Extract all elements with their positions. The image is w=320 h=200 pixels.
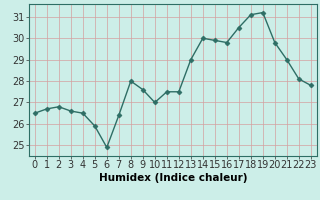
X-axis label: Humidex (Indice chaleur): Humidex (Indice chaleur) — [99, 173, 247, 183]
